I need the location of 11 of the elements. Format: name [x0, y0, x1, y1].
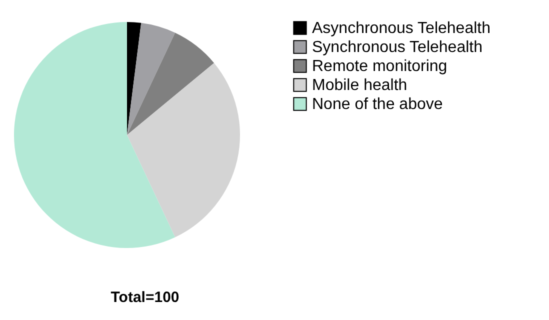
legend-label: Remote monitoring: [312, 58, 448, 75]
pie-slice: [127, 22, 176, 135]
legend-label: Mobile health: [312, 77, 408, 94]
pie-slice: [127, 22, 142, 135]
legend-label: None of the above: [312, 96, 443, 113]
text: Total=100: [110, 289, 180, 306]
legend-label: Synchronous Telehealth: [312, 39, 482, 56]
pie-slice: [127, 62, 240, 238]
pie-slice: [127, 32, 214, 135]
pie-slice: [14, 22, 176, 248]
legend-label: Asynchronous Telehealth: [312, 20, 490, 37]
